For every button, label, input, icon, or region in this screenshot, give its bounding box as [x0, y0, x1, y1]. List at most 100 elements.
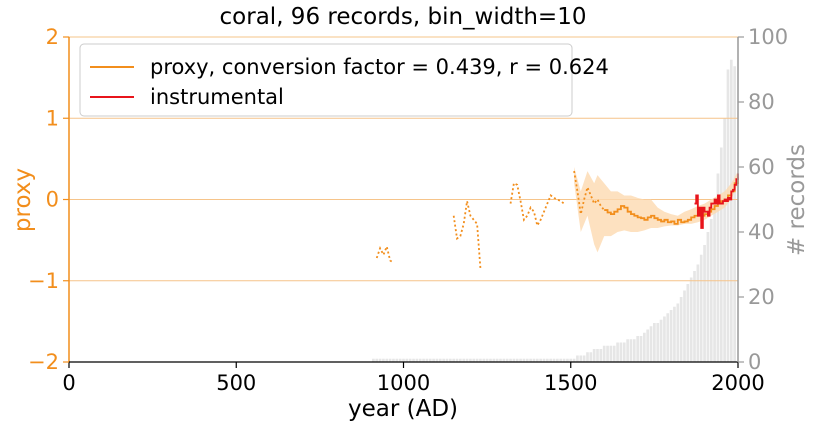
records-bar — [606, 345, 609, 362]
records-bar — [629, 339, 633, 362]
records-bar — [723, 118, 726, 362]
records-bar — [502, 358, 506, 362]
records-bar — [699, 254, 703, 362]
x-tick-label: 500 — [216, 371, 256, 395]
records-bar — [612, 345, 616, 362]
y2-tick-label: 100 — [748, 25, 788, 49]
records-bar — [636, 336, 639, 362]
x-tick-label: 2000 — [711, 371, 764, 395]
records-bar — [596, 349, 599, 362]
records-bar — [683, 290, 686, 362]
chart-title: coral, 96 records, bin_width=10 — [220, 4, 587, 30]
legend: proxy, conversion factor = 0.439, r = 0.… — [79, 43, 609, 117]
records-bar — [609, 345, 613, 362]
y2-tick-label: 0 — [748, 350, 761, 374]
records-bar — [549, 358, 553, 362]
records-bar — [572, 358, 576, 362]
records-bar — [579, 355, 583, 362]
records-bar — [495, 358, 499, 362]
records-bar — [515, 358, 519, 362]
records-bar — [395, 358, 399, 362]
records-bar — [733, 66, 736, 362]
y2-tick-label: 80 — [748, 90, 775, 114]
records-bar — [626, 339, 629, 362]
records-bar — [485, 358, 489, 362]
records-bar — [599, 349, 603, 362]
records-bar — [729, 59, 733, 362]
records-bar — [405, 358, 409, 362]
records-bar — [719, 147, 723, 362]
records-bar — [408, 358, 412, 362]
y2-tick-label: 20 — [748, 285, 775, 309]
legend-box — [79, 43, 573, 117]
records-bar — [552, 358, 556, 362]
records-bar — [673, 306, 676, 362]
records-bar — [398, 358, 402, 362]
proxy-line — [604, 176, 739, 225]
records-bar — [418, 358, 422, 362]
records-bar — [452, 358, 456, 362]
records-bar — [589, 352, 593, 362]
instrumental-line — [694, 173, 739, 229]
records-bar — [482, 358, 486, 362]
records-bar — [525, 358, 529, 362]
records-bar — [382, 358, 385, 362]
records-bar — [455, 358, 459, 362]
records-bar — [442, 358, 445, 362]
records-bar — [422, 358, 425, 362]
records-bar — [425, 358, 429, 362]
records-bar — [709, 219, 713, 362]
uncertainty-band — [574, 167, 738, 253]
y-tick-label: −1 — [28, 269, 59, 293]
records-bar — [535, 358, 539, 362]
uncertainty-band-area — [574, 167, 738, 253]
records-bar — [435, 358, 439, 362]
legend-instrumental-label: instrumental — [150, 85, 284, 109]
records-bar — [539, 358, 542, 362]
y2-tick-label: 60 — [748, 155, 775, 179]
records-bar — [542, 358, 546, 362]
records-bar — [529, 358, 532, 362]
records-bar — [693, 271, 696, 362]
proxy-dotted-series — [375, 170, 605, 269]
y-tick-label: −2 — [28, 350, 59, 374]
records-bar — [689, 277, 693, 362]
records-bar — [512, 358, 516, 362]
records-bar — [499, 358, 502, 362]
records-bar — [372, 358, 375, 362]
records-bar — [569, 358, 573, 362]
records-bar — [592, 349, 596, 362]
records-bar — [666, 313, 670, 362]
y-tick-label: 1 — [46, 106, 59, 130]
records-bar — [582, 355, 586, 362]
records-bar — [632, 339, 636, 362]
records-bar — [519, 358, 522, 362]
x-tick-label: 1500 — [544, 371, 597, 395]
y-tick-label: 2 — [46, 25, 59, 49]
records-bar — [616, 342, 619, 362]
records-bar — [459, 358, 462, 362]
x-axis-title: year (AD) — [348, 396, 458, 422]
records-bar — [716, 173, 720, 362]
records-bar — [428, 358, 432, 362]
records-bar — [392, 358, 395, 362]
records-bar — [412, 358, 415, 362]
x-tick-label: 1000 — [377, 371, 430, 395]
records-bar — [465, 358, 469, 362]
y-axis-ticks: −2 −1 0 1 2 — [28, 25, 69, 374]
records-bar — [375, 358, 379, 362]
proxy-dotted-line — [375, 243, 394, 264]
records-bar — [622, 342, 626, 362]
y2-tick-label: 40 — [748, 220, 775, 244]
records-bar — [438, 358, 442, 362]
records-bar — [679, 297, 683, 362]
records-bar — [619, 342, 623, 362]
proxy-solid-series — [604, 176, 739, 225]
records-bar — [385, 358, 389, 362]
records-bar — [566, 358, 569, 362]
records-bar — [639, 336, 643, 362]
records-bar — [432, 358, 435, 362]
proxy-dotted-line — [509, 181, 565, 228]
y2-axis-title: # records — [784, 144, 810, 256]
